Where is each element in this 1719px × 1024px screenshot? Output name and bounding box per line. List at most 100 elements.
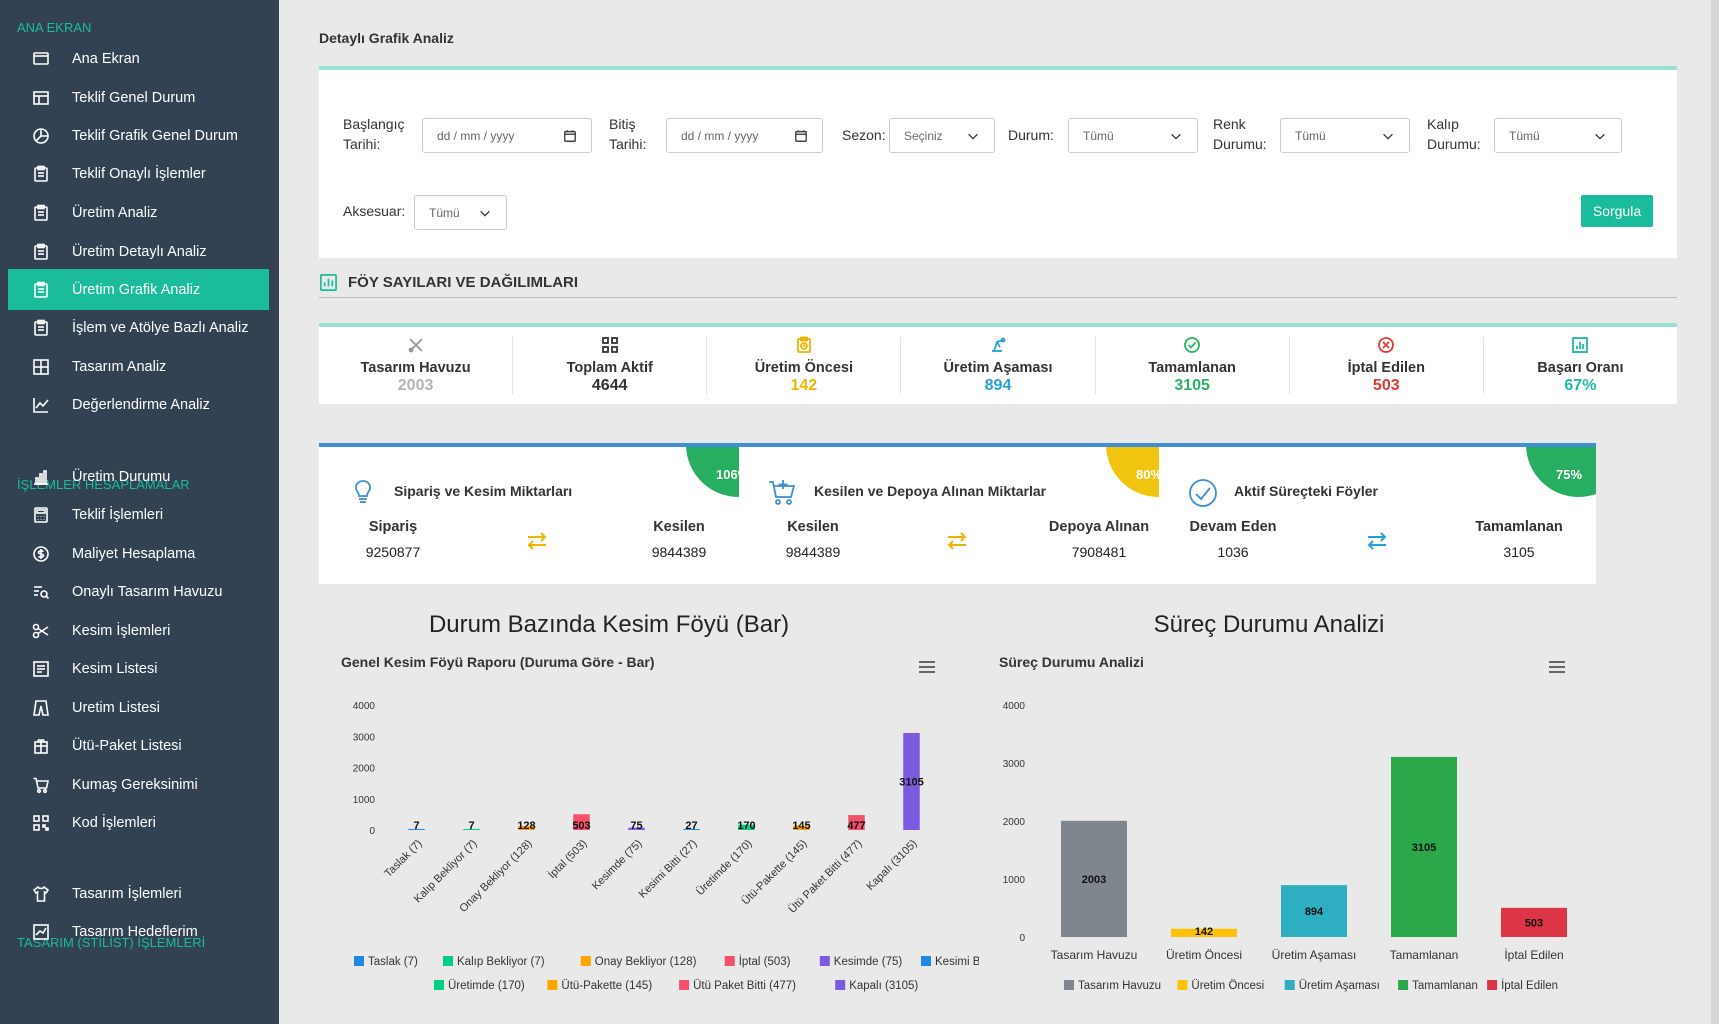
start-date-label: Başlangıç Tarihi: <box>343 116 405 152</box>
chart-menu-icon[interactable] <box>919 661 935 673</box>
legend-item[interactable]: Kalıp Bekliyor (7) <box>443 956 545 968</box>
legend-item[interactable]: Kesimi Bitti (27) <box>921 956 1016 968</box>
sidebar-item-7[interactable]: İşlem ve Atölye Bazlı Analiz <box>8 307 269 348</box>
bar[interactable] <box>463 829 480 830</box>
bar[interactable] <box>903 732 920 830</box>
clipboard-icon <box>30 241 52 263</box>
legend-item[interactable]: Onay Bekliyor (128) <box>580 956 697 968</box>
sidebar-item-1[interactable]: Teklif Genel Durum <box>8 77 269 118</box>
swap-arrows-icon <box>1364 531 1390 551</box>
stat-value: 4644 <box>591 377 628 394</box>
color-status-select[interactable]: Tümü <box>1280 118 1410 153</box>
legend-item[interactable]: Taslak (7) <box>354 956 418 968</box>
sidebar-item-10[interactable]: Üretim Durumu <box>8 456 269 497</box>
accessory-select[interactable]: Tümü <box>414 195 507 230</box>
sidebar-item-15[interactable]: Kesim Listesi <box>8 648 269 689</box>
sidebar-item-0[interactable]: Ana Ekran <box>8 38 269 79</box>
lightbulb-icon <box>347 477 381 511</box>
legend-item[interactable]: Ütü Paket Bitti (477) <box>679 980 796 992</box>
left-value: 1036 <box>1217 544 1249 560</box>
data-label: 894 <box>1305 906 1324 918</box>
stat-4: Tamamlanan 3105 <box>1096 337 1290 394</box>
legend-label: İptal Edilen <box>1501 979 1558 992</box>
metric-card-0: 106% Sipariş ve Kesim Miktarları Sipariş 92… <box>319 443 756 584</box>
bar[interactable] <box>628 827 645 830</box>
sidebar-item-label: Tasarım Analiz <box>72 358 167 375</box>
sidebar-item-3[interactable]: Teklif Onaylı İşlemler <box>8 153 269 194</box>
bar[interactable] <box>1171 928 1237 937</box>
sidebar-item-19[interactable]: Kod İşlemleri <box>8 802 269 843</box>
sidebar-item-label: Tasarım Hedeflerim <box>72 923 198 940</box>
sidebar-item-21[interactable]: Tasarım Hedeflerim <box>8 911 269 952</box>
y-tick-label: 4000 <box>353 701 376 712</box>
sidebar-item-label: Ana Ekran <box>72 50 140 67</box>
sidebar-item-9[interactable]: Değerlendirme Analiz <box>8 384 269 425</box>
sidebar-item-4[interactable]: Üretim Analiz <box>8 192 269 233</box>
bar[interactable] <box>1281 885 1347 937</box>
legend-item[interactable]: Üretim Aşaması <box>1284 980 1380 992</box>
bar[interactable] <box>848 815 865 830</box>
legend-item[interactable]: İptal Edilen <box>1487 979 1558 992</box>
percent-badge: 75% <box>1526 447 1596 497</box>
bar[interactable] <box>738 824 755 830</box>
mold-status-select[interactable]: Tümü <box>1494 118 1622 153</box>
scrollbar[interactable] <box>1711 0 1719 1024</box>
sidebar-item-6[interactable]: Üretim Grafik Analiz <box>8 269 269 310</box>
sidebar-item-20[interactable]: Tasarım İşlemleri <box>8 873 269 914</box>
sidebar-item-5[interactable]: Üretim Detaylı Analiz <box>8 231 269 272</box>
legend-item[interactable]: Ütü-Pakette (145) <box>547 980 652 992</box>
check-circle-icon <box>1096 335 1289 355</box>
season-select[interactable]: Seçiniz <box>889 118 995 153</box>
legend-label: Tamamlanan <box>1412 980 1478 992</box>
sidebar-item-17[interactable]: Ütü-Paket Listesi <box>8 725 269 766</box>
shirt-icon <box>30 883 52 905</box>
sidebar-item-11[interactable]: Teklif İşlemleri <box>8 494 269 535</box>
stat-label: İptal Edilen <box>1347 360 1425 376</box>
sidebar-item-14[interactable]: Kesim İşlemleri <box>8 610 269 651</box>
bar[interactable] <box>1061 820 1127 937</box>
scissors-icon <box>30 620 52 642</box>
query-button[interactable]: Sorgula <box>1581 195 1653 227</box>
legend-item[interactable]: Kesimde (75) <box>819 956 903 968</box>
legend-item[interactable]: Tasarım Havuzu <box>1064 980 1161 992</box>
legend-label: Taslak (7) <box>368 956 418 968</box>
x-tick-label: Kesimde (75) <box>590 838 645 893</box>
end-date-input[interactable]: dd / mm / yyyy <box>666 118 823 153</box>
sidebar-item-12[interactable]: Maliyet Hesaplama <box>8 533 269 574</box>
legend-item[interactable]: Üretim Öncesi <box>1177 980 1264 992</box>
bar[interactable] <box>683 829 700 830</box>
bar[interactable] <box>1391 756 1457 937</box>
chart-menu-icon[interactable] <box>1549 661 1565 673</box>
swap-arrows-icon <box>524 531 550 551</box>
status-select[interactable]: Tümü <box>1068 118 1198 153</box>
start-date-input[interactable]: dd / mm / yyyy <box>422 118 592 153</box>
search-list-icon <box>30 581 52 603</box>
bar-chart-header: Durum Bazında Kesim Föyü (Bar) <box>428 611 790 638</box>
x-circle-icon <box>1290 335 1483 355</box>
section-header: FÖY SAYILARI VE DAĞILIMLARI <box>319 268 1677 298</box>
sidebar-item-8[interactable]: Tasarım Analiz <box>8 346 269 387</box>
legend-item[interactable]: İptal (503) <box>724 955 791 968</box>
legend-item[interactable]: Üretimde (170) <box>434 980 525 992</box>
bar[interactable] <box>518 826 535 830</box>
bar[interactable] <box>793 825 810 830</box>
legend-item[interactable]: Kapalı (3105) <box>835 980 918 992</box>
left-value: 9844389 <box>785 544 841 560</box>
list-icon <box>30 658 52 680</box>
x-tick-label: İptal Edilen <box>1504 948 1563 962</box>
sidebar-item-2[interactable]: Teklif Grafik Genel Durum <box>8 115 269 156</box>
qr-icon <box>30 812 52 834</box>
y-tick-label: 2000 <box>353 764 376 775</box>
bar[interactable] <box>1501 907 1567 937</box>
data-label: 2003 <box>1082 874 1106 886</box>
bar[interactable] <box>408 829 425 830</box>
legend-swatch <box>1284 980 1295 990</box>
sidebar-item-16[interactable]: Uretim Listesi <box>8 687 269 728</box>
bar[interactable] <box>573 814 590 830</box>
legend-item[interactable]: Tamamlanan <box>1398 980 1478 992</box>
sidebar-item-label: Üretim Detaylı Analiz <box>72 243 207 260</box>
sidebar-item-13[interactable]: Onaylı Tasarım Havuzu <box>8 571 269 612</box>
legend-swatch <box>819 956 830 966</box>
sidebar-item-18[interactable]: Kumaş Gereksinimi <box>8 764 269 805</box>
data-label: 170 <box>737 820 755 832</box>
